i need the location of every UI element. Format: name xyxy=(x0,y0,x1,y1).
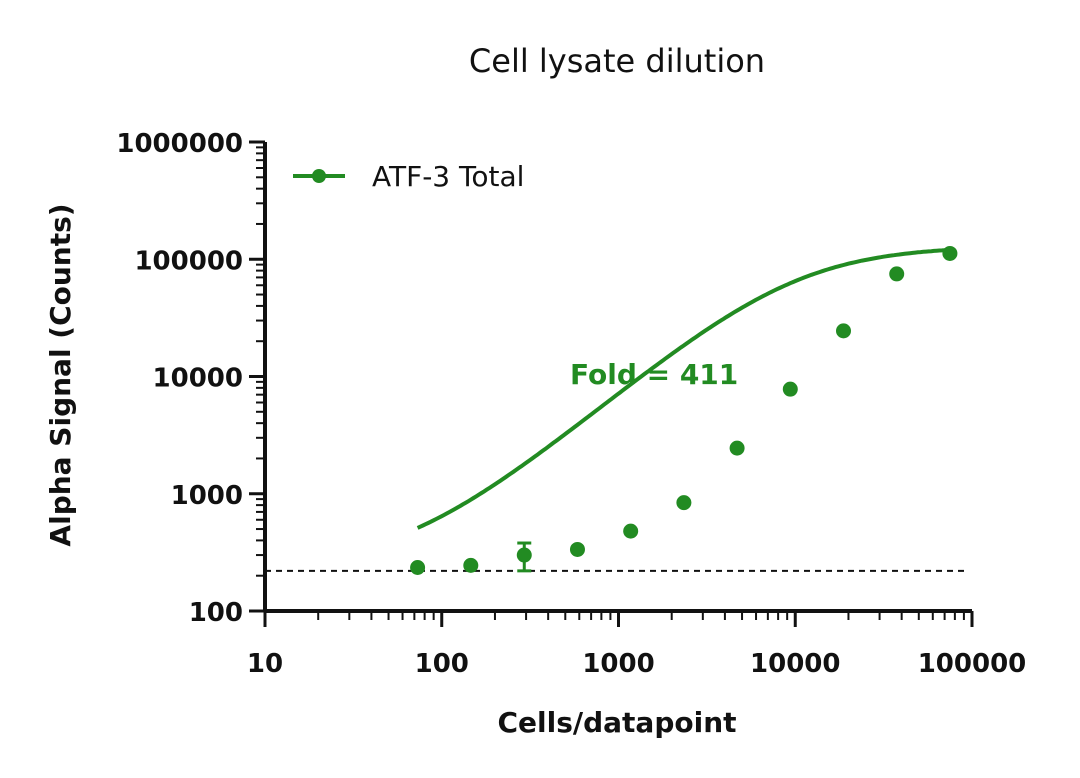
data-point xyxy=(410,559,426,575)
ticks: 10 100 1000 10000 10000010010001000010000010… xyxy=(116,129,1026,679)
y-tick-label: 1000 xyxy=(171,481,243,511)
fit-curve xyxy=(416,247,951,530)
legend-marker xyxy=(312,169,326,183)
data-point xyxy=(942,245,958,261)
x-tick-label: 10 xyxy=(247,649,283,679)
y-tick-label: 1000000 xyxy=(116,129,243,159)
data-point xyxy=(569,541,585,557)
legend: ATF-3 Total xyxy=(293,160,524,193)
data-point xyxy=(836,323,852,339)
data-point xyxy=(889,266,905,282)
y-tick-label: 10000 xyxy=(153,364,243,394)
data-point xyxy=(516,547,532,563)
y-tick-label: 100 xyxy=(189,598,243,628)
data-point xyxy=(463,557,479,573)
x-axis-title: Cells/datapoint xyxy=(497,706,736,739)
legend-label: ATF-3 Total xyxy=(372,160,524,193)
y-axis-title: Alpha Signal (Counts) xyxy=(44,203,77,546)
data-point xyxy=(676,495,692,511)
data-point xyxy=(623,523,639,539)
x-tick-label: 100 xyxy=(415,649,469,679)
x-tick-label: 1000 xyxy=(582,649,654,679)
series xyxy=(410,245,958,575)
chart-title: Cell lysate dilution xyxy=(469,42,765,80)
data-point xyxy=(782,381,798,397)
data-point xyxy=(729,440,745,456)
fold-annotation: Fold = 411 xyxy=(570,358,738,391)
x-tick-label: 10000 xyxy=(750,649,840,679)
x-tick-label: 100000 xyxy=(918,649,1027,679)
y-tick-label: 100000 xyxy=(134,246,243,276)
